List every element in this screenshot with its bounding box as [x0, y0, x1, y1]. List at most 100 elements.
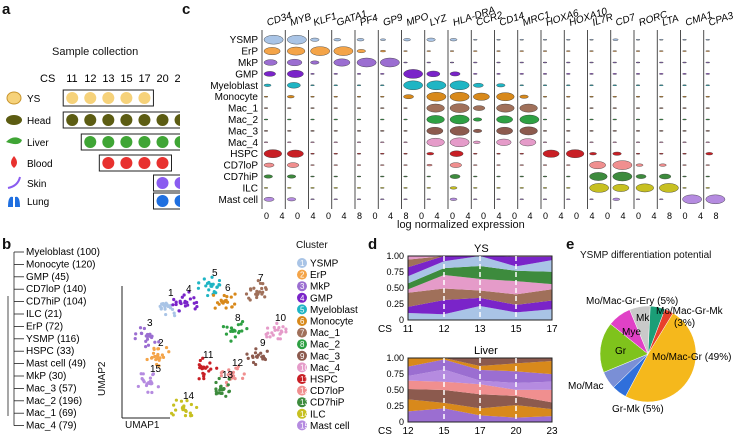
violin-mark [333, 118, 338, 121]
umap-point [146, 381, 151, 385]
violin-mark [473, 152, 478, 155]
tissue-box-Liver [80, 133, 180, 151]
umap-point [211, 282, 215, 286]
violin-mark [403, 141, 408, 144]
liver-title: Liver [474, 345, 498, 357]
violin-mark [403, 69, 423, 79]
violin-mark [682, 95, 687, 98]
umap-point [224, 332, 229, 336]
legend-label-HSPC: HSPC [310, 375, 338, 386]
x-tick-label: 0 [605, 211, 610, 221]
umap-cluster-number: 9 [260, 338, 266, 349]
legend-dot-number: 5 [300, 305, 305, 314]
violin-mark [659, 130, 664, 132]
liver-stage-23: 23 [546, 426, 558, 437]
violin-mark [356, 118, 362, 121]
violin-mark [473, 164, 478, 166]
violin-mark [310, 73, 315, 75]
violin-mark [263, 83, 272, 87]
umap-point [143, 345, 148, 349]
violin-mark [682, 73, 687, 75]
violin-mark [380, 187, 385, 189]
umap-y-label: UMAP2 [97, 361, 108, 396]
violin-mark [542, 149, 560, 158]
x-tick-label: 0 [543, 211, 548, 221]
violin-mark [542, 118, 548, 121]
violin-mark [473, 50, 478, 52]
x-tick-label: 0 [326, 211, 331, 221]
violin-mark [542, 61, 548, 64]
umap-point [179, 399, 184, 403]
stage-12: 12 [84, 73, 96, 85]
umap-point [144, 339, 148, 343]
liver-stage-20: 20 [510, 426, 522, 437]
ys-stage-17: 17 [546, 324, 558, 335]
umap-point [229, 326, 234, 330]
violin-mark [380, 118, 385, 121]
umap-point [156, 385, 160, 389]
umap-point [246, 356, 250, 360]
umap-point [142, 326, 146, 331]
violin-mark [566, 187, 571, 189]
violin-mark [310, 198, 315, 201]
violin-mark [542, 73, 548, 75]
violin-xlabel: log normalized expression [397, 219, 525, 231]
violin-mark [705, 107, 710, 109]
umap-point [265, 335, 269, 339]
violin-mark [589, 161, 606, 170]
violin-mark [682, 61, 687, 64]
violin-mark [635, 183, 654, 193]
violin-mark [449, 197, 458, 201]
x-tick-label: 0 [574, 211, 579, 221]
legend-dot-number: 2 [300, 271, 305, 280]
row-label-CD7hiP: CD7hiP [224, 172, 259, 183]
legend-label-GMP: GMP [310, 293, 333, 304]
violin-mark [566, 50, 571, 52]
umap-point [201, 371, 205, 375]
violin-mark [310, 164, 315, 166]
skin-icon [7, 176, 21, 189]
violin-mark [566, 149, 585, 158]
violin-mark [659, 84, 664, 87]
violin-mark [496, 39, 501, 41]
violin-mark [426, 50, 431, 52]
umap-point [185, 300, 189, 304]
violin-mark [287, 149, 304, 158]
violin-mark [496, 103, 515, 113]
tissue-name-Lung: Lung [27, 197, 49, 208]
umap-cluster-number: 11 [203, 350, 214, 361]
stage-11: 11 [66, 73, 77, 85]
legend-dot [297, 385, 307, 396]
violin-mark [705, 118, 710, 121]
tree-leaf-label: HSPC (33) [26, 346, 74, 357]
umap-point [217, 278, 222, 283]
legend-label-Myeloblast: Myeloblast [310, 305, 358, 316]
violin-mark [287, 59, 303, 67]
violin-mark [426, 37, 436, 42]
umap-point [260, 286, 264, 291]
violin-mark [566, 141, 571, 144]
row-label-ErP: ErP [241, 47, 258, 58]
violin-mark [496, 73, 501, 75]
umap-point [233, 335, 237, 339]
violin-mark [542, 175, 548, 178]
x-tick-label: 0 [419, 211, 424, 221]
umap-point [174, 302, 178, 307]
umap-cluster-number: 15 [150, 364, 162, 375]
umap-point [156, 347, 160, 351]
violin-mark [356, 141, 362, 144]
violin-mark [287, 82, 301, 89]
violin-mark [519, 39, 524, 41]
x-tick-label: 4 [590, 211, 595, 221]
violin-mark [310, 107, 315, 109]
violin-mark [519, 198, 524, 201]
umap-point [226, 373, 230, 377]
violin-mark [612, 171, 633, 182]
violin-mark [589, 107, 594, 109]
violin-mark [263, 59, 278, 66]
umap-point [164, 312, 168, 317]
violin-mark [287, 46, 306, 56]
violin-mark [426, 91, 447, 102]
violin-mark [356, 73, 362, 75]
violin-mark [612, 118, 617, 121]
